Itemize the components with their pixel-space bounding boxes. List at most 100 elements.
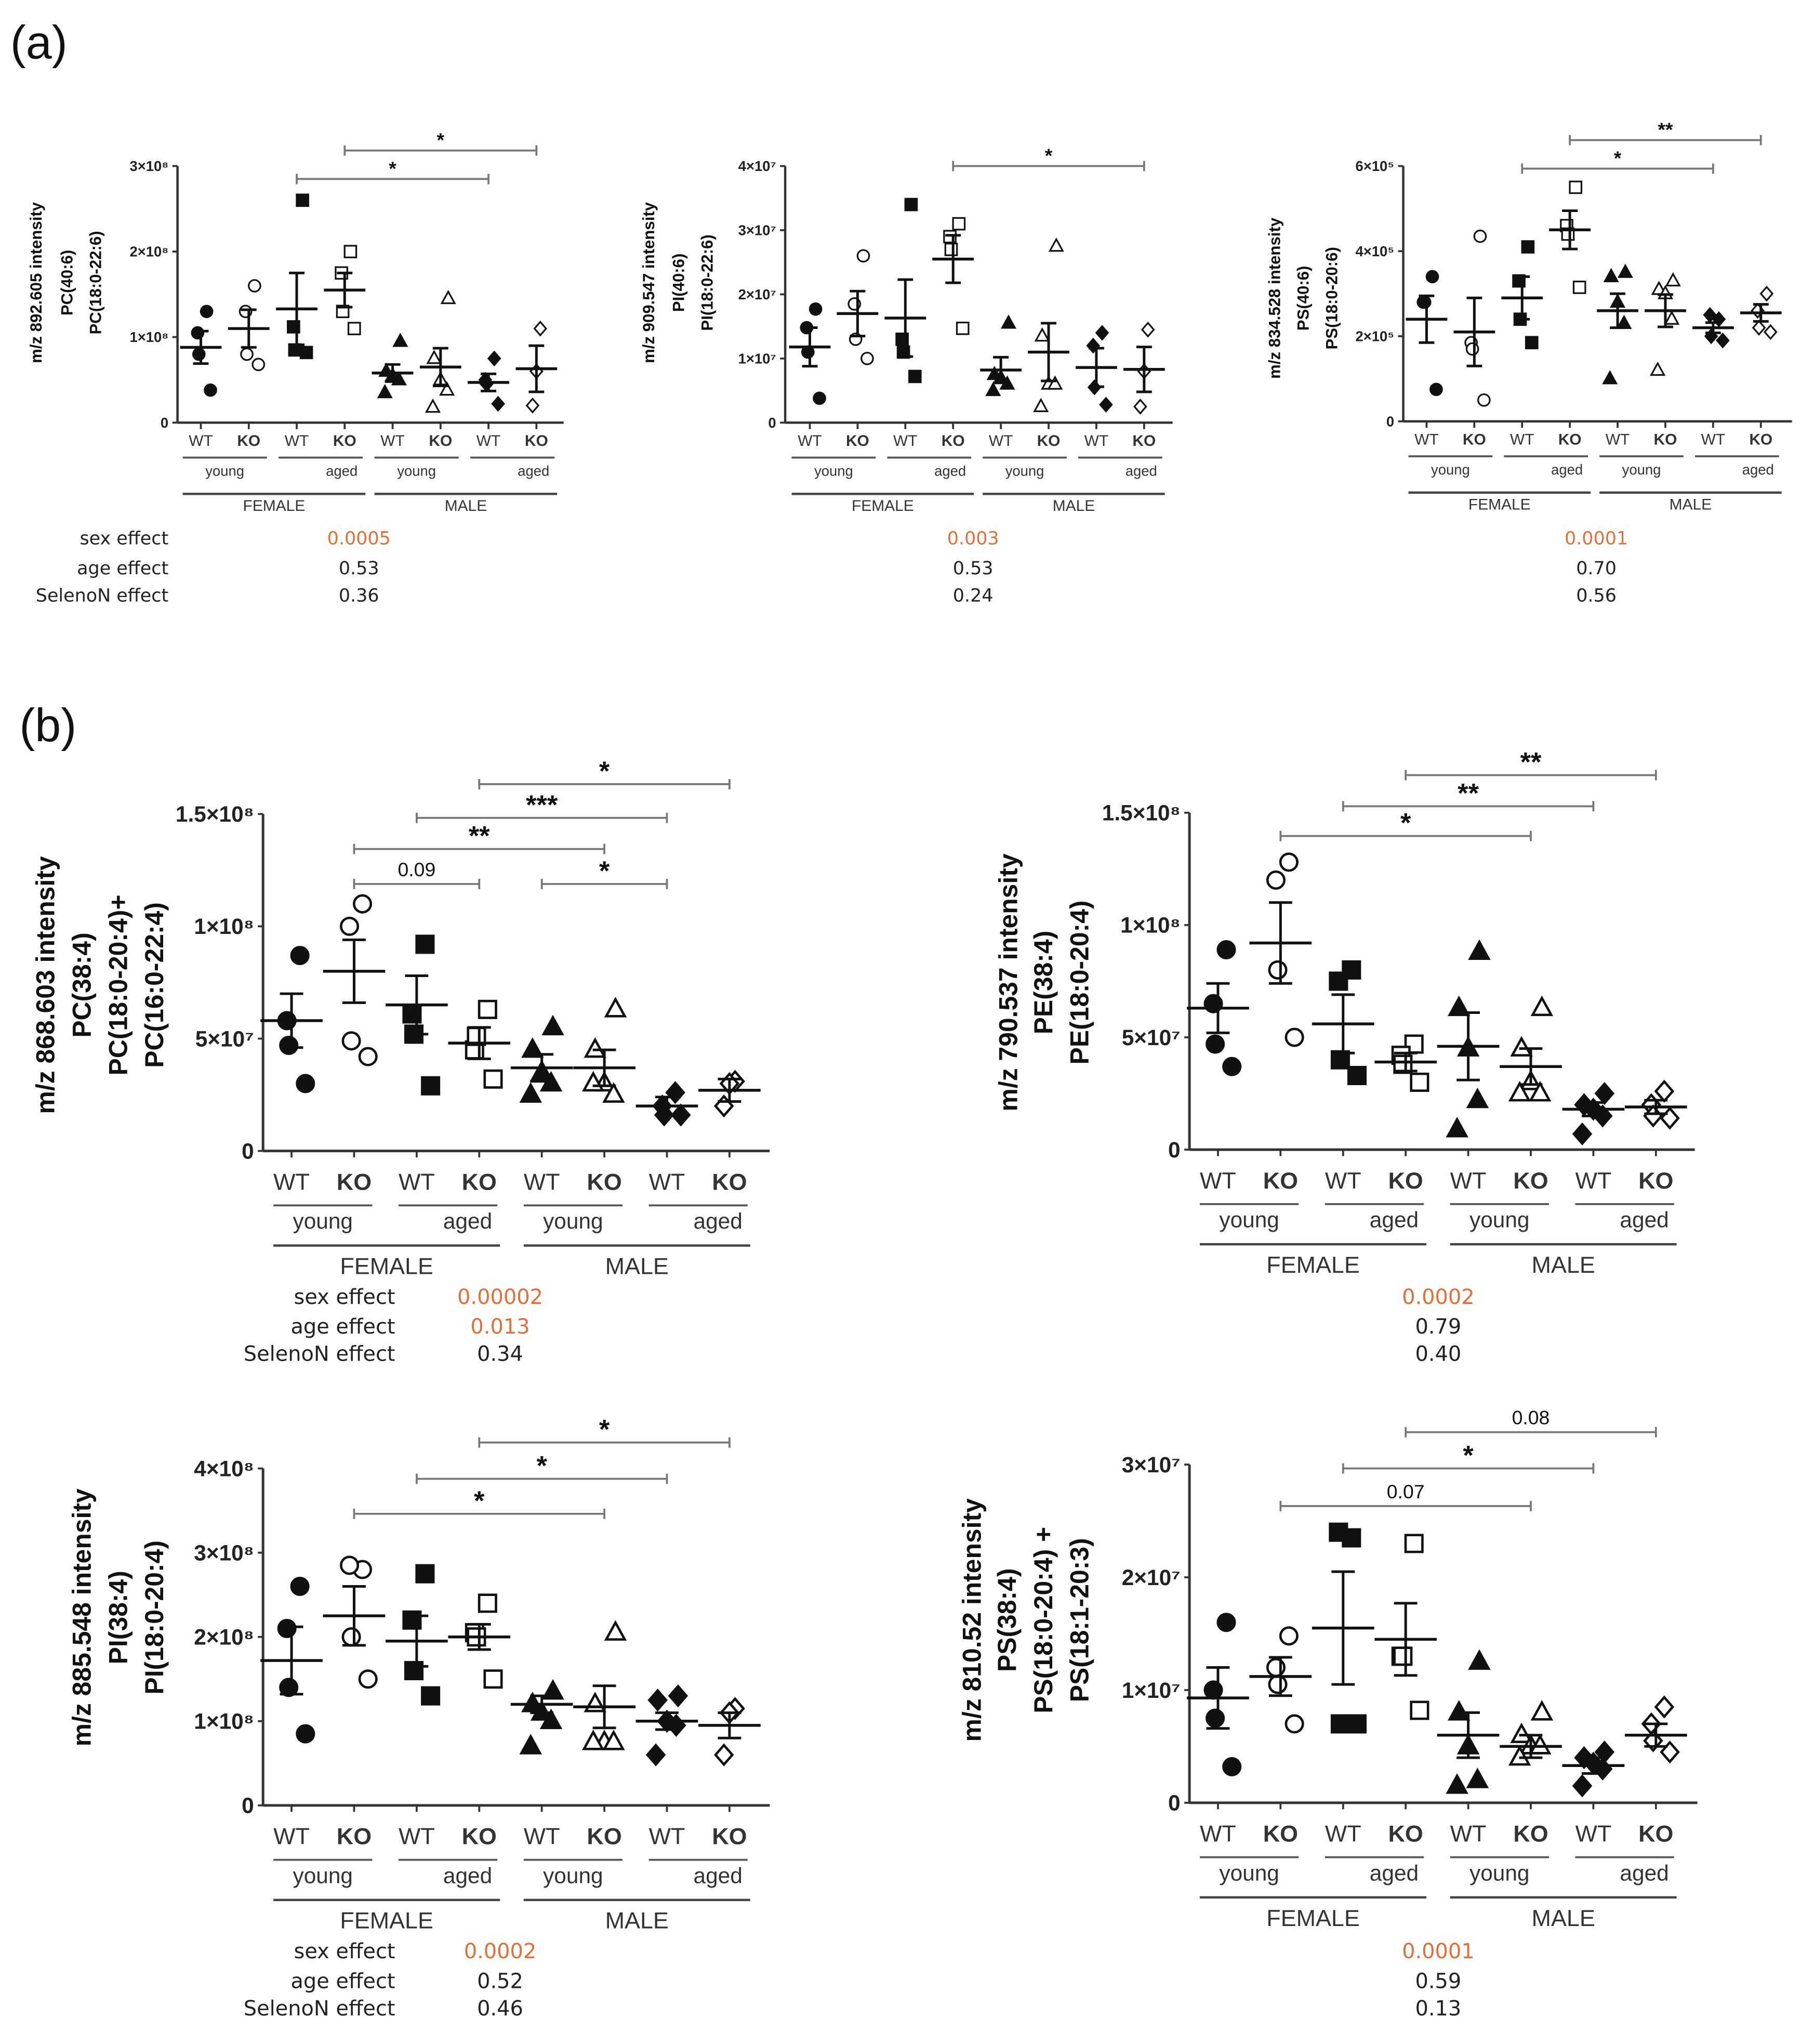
data-point bbox=[347, 322, 361, 336]
significance-bracket: ** bbox=[1342, 779, 1595, 812]
group-5 bbox=[573, 997, 635, 1158]
data-point bbox=[478, 1593, 497, 1613]
data-point bbox=[1466, 1768, 1489, 1788]
data-point bbox=[1752, 320, 1766, 336]
y-axis-label: PE(38:4) bbox=[1029, 931, 1058, 1035]
data-point bbox=[521, 1037, 544, 1058]
data-point bbox=[483, 1669, 503, 1689]
data-point bbox=[1033, 398, 1049, 412]
age-group-label: young bbox=[1219, 1208, 1279, 1232]
data-point bbox=[404, 1661, 424, 1681]
y-tick-label: 1×10⁸ bbox=[194, 1709, 254, 1734]
group-7 bbox=[1624, 1695, 1687, 1810]
group-2 bbox=[386, 1564, 448, 1812]
age-group-label: young bbox=[1469, 1208, 1529, 1232]
group-0 bbox=[1406, 270, 1448, 428]
data-point bbox=[1329, 971, 1348, 991]
group-0 bbox=[1187, 940, 1249, 1156]
group-2 bbox=[1312, 960, 1374, 1156]
data-point bbox=[478, 999, 497, 1019]
data-point bbox=[1418, 295, 1432, 309]
y-tick-label: 5×10⁷ bbox=[1122, 1025, 1181, 1050]
data-point bbox=[1034, 327, 1050, 342]
group-0 bbox=[260, 946, 323, 1158]
significance-bracket: * bbox=[353, 1486, 605, 1519]
stat-value: 0.24 bbox=[953, 585, 994, 606]
y-tick-label: 6×10⁵ bbox=[1355, 158, 1394, 174]
y-tick-label: 4×10⁷ bbox=[738, 158, 776, 174]
data-point bbox=[1468, 939, 1491, 960]
bracket-label: ** bbox=[1658, 118, 1673, 140]
x-genotype-label: KO bbox=[1388, 1167, 1423, 1194]
data-point bbox=[426, 349, 442, 364]
data-point bbox=[1266, 870, 1286, 890]
data-point bbox=[533, 320, 548, 337]
x-genotype-label: KO bbox=[237, 432, 260, 450]
y-tick-label: 2×10⁷ bbox=[738, 286, 776, 302]
data-point bbox=[1410, 1700, 1429, 1720]
x-genotype-label: KO bbox=[1749, 431, 1772, 449]
significance-bracket: * bbox=[296, 157, 489, 184]
age-group-label: young bbox=[1219, 1861, 1279, 1885]
group-1 bbox=[1453, 229, 1495, 428]
data-point bbox=[1048, 237, 1064, 252]
data-point bbox=[1285, 1714, 1304, 1734]
chart-panel-b3: 0 1×10⁸ 2×10⁸ 3×10⁸ 4×10⁸ m/z 885.548 intensi… bbox=[68, 1415, 770, 2021]
x-genotype-label: KO bbox=[1463, 431, 1486, 449]
y-axis-label: m/z 885.548 intensity bbox=[68, 1488, 97, 1746]
y-tick-label: 1×10⁸ bbox=[1120, 913, 1180, 938]
significance-bracket: *** bbox=[415, 790, 668, 823]
chart-panel-b4: 0 1×10⁷ 2×10⁷ 3×10⁷ m/z 810.52 intensity PS(3… bbox=[958, 1407, 1698, 2021]
stat-value: 0.13 bbox=[1415, 1997, 1461, 2021]
x-genotype-label: KO bbox=[1132, 432, 1156, 450]
data-point bbox=[340, 1555, 360, 1575]
data-point bbox=[1650, 361, 1666, 376]
y-tick-label: 3×10⁷ bbox=[1122, 1453, 1181, 1477]
x-genotype-label: WT bbox=[273, 1168, 310, 1195]
group-3 bbox=[932, 217, 974, 429]
stat-label: sex effect bbox=[80, 529, 168, 549]
sex-group-label: MALE bbox=[1053, 497, 1095, 515]
data-point bbox=[1279, 852, 1299, 872]
data-point bbox=[1603, 268, 1619, 282]
group-1 bbox=[228, 279, 270, 429]
data-point bbox=[904, 197, 918, 212]
data-point bbox=[487, 350, 501, 367]
stat-label: SelenoN effect bbox=[36, 585, 168, 606]
sex-group-label: FEMALE bbox=[1266, 1251, 1360, 1278]
data-point bbox=[985, 381, 1001, 397]
data-point bbox=[279, 1678, 299, 1697]
bracket-label: * bbox=[1463, 1441, 1474, 1471]
x-genotype-label: KO bbox=[587, 1168, 621, 1195]
chart-panel-a3: 0 2×10⁵ 4×10⁵ 6×10⁵ m/z 834.528 intensity PS(… bbox=[1266, 118, 1792, 606]
data-point bbox=[1664, 310, 1680, 325]
x-genotype-label: WT bbox=[893, 432, 918, 450]
age-group-label: young bbox=[1431, 461, 1470, 478]
group-2 bbox=[386, 934, 448, 1158]
age-group-label: aged bbox=[1620, 1861, 1669, 1885]
group-5 bbox=[1500, 1700, 1562, 1810]
data-point bbox=[525, 397, 540, 414]
group-1 bbox=[323, 1555, 386, 1812]
x-genotype-label: KO bbox=[337, 1823, 372, 1850]
data-point bbox=[1047, 375, 1063, 390]
x-genotype-label: WT bbox=[1450, 1821, 1487, 1847]
age-group-label: aged bbox=[1370, 1861, 1419, 1885]
bracket-label: *** bbox=[526, 790, 558, 820]
group-3 bbox=[1374, 1534, 1437, 1810]
x-genotype-label: WT bbox=[989, 432, 1013, 450]
significance-bracket: * bbox=[478, 756, 731, 789]
chart-panel-b1: 0 5×10⁷ 1×10⁸ 1.5×10⁸ m/z 868.603 intensity P… bbox=[31, 756, 770, 1366]
data-point bbox=[341, 1627, 361, 1647]
data-point bbox=[1508, 1745, 1531, 1766]
x-genotype-label: KO bbox=[587, 1823, 621, 1850]
age-group-label: young bbox=[293, 1863, 353, 1888]
y-axis-label: PI(38:4) bbox=[103, 1571, 133, 1664]
significance-bracket: * bbox=[1521, 147, 1714, 174]
stat-value: 0.013 bbox=[470, 1315, 529, 1339]
group-5 bbox=[1028, 237, 1069, 429]
x-genotype-label: WT bbox=[1200, 1821, 1236, 1847]
data-point bbox=[1660, 1106, 1680, 1130]
data-point bbox=[1285, 1027, 1304, 1047]
y-tick-label: 2×10⁵ bbox=[1355, 328, 1394, 345]
